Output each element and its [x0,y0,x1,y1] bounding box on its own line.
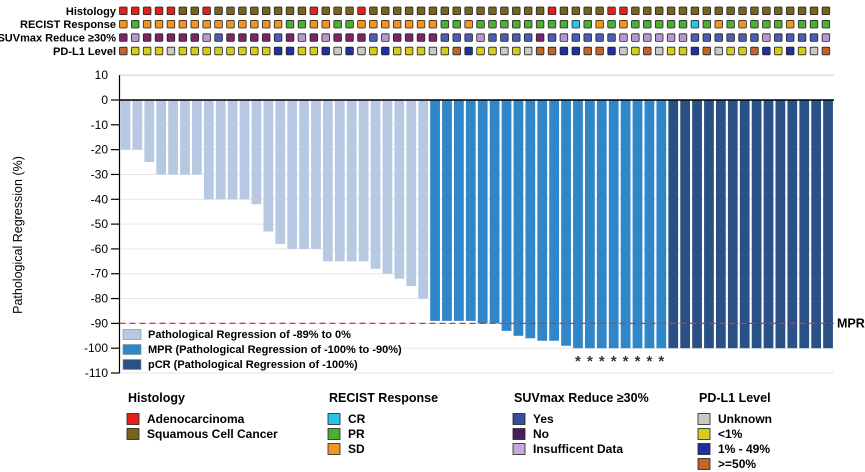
svg-text:*: * [646,353,652,370]
svg-text:-90: -90 [91,316,109,330]
svg-text:CR: CR [348,412,366,426]
svg-text:MPR (Pathological Regression o: MPR (Pathological Regression of -100% to… [148,344,402,356]
svg-text:-30: -30 [91,167,109,181]
svg-text:Insufficent Data: Insufficent Data [533,442,623,456]
svg-text:Pathological Regression of -89: Pathological Regression of -89% to 0% [148,329,351,341]
svg-text:*: * [587,353,593,370]
svg-text:SD: SD [348,442,365,456]
svg-text:<1%: <1% [718,427,743,441]
svg-text:-100: -100 [84,341,108,355]
svg-text:10: 10 [95,68,109,82]
svg-text:PR: PR [348,427,365,441]
svg-text:Squamous Cell Cancer: Squamous Cell Cancer [147,427,278,441]
svg-text:-80: -80 [91,292,109,306]
svg-text:-50: -50 [91,217,109,231]
svg-text:RECIST Response: RECIST Response [20,19,116,31]
svg-text:PD-L1 Level: PD-L1 Level [699,391,771,405]
svg-text:SUVmax Reduce ≥30%: SUVmax Reduce ≥30% [514,391,649,405]
svg-text:Unknown: Unknown [718,412,772,426]
svg-text:-70: -70 [91,267,109,281]
svg-text:-40: -40 [91,192,109,206]
svg-text:RECIST Response: RECIST Response [329,391,438,405]
svg-text:*: * [575,353,581,370]
svg-text:Pathological Regression (%): Pathological Regression (%) [11,156,25,314]
svg-text:Histology: Histology [128,391,185,405]
svg-text:Yes: Yes [533,412,554,426]
svg-text:*: * [658,353,664,370]
svg-text:-20: -20 [91,143,109,157]
svg-text:*: * [611,353,617,370]
svg-text:SUVmax Reduce ≥30%: SUVmax Reduce ≥30% [0,33,116,45]
svg-text:>=50%: >=50% [718,457,756,471]
svg-text:pCR (Pathological Regression o: pCR (Pathological Regression of -100%) [148,359,358,371]
svg-text:1% - 49%: 1% - 49% [718,442,770,456]
svg-text:-110: -110 [85,366,108,380]
svg-text:*: * [635,353,641,370]
svg-text:-60: -60 [91,242,109,256]
svg-text:*: * [623,353,629,370]
svg-text:*: * [599,353,605,370]
svg-text:No: No [533,427,549,441]
svg-text:Adenocarcinoma: Adenocarcinoma [147,412,245,426]
svg-text:PD-L1 Level: PD-L1 Level [53,46,116,58]
svg-text:0: 0 [101,93,108,107]
svg-text:MPR: MPR [837,316,865,330]
svg-text:Histology: Histology [66,6,117,18]
svg-text:-10: -10 [91,118,109,132]
